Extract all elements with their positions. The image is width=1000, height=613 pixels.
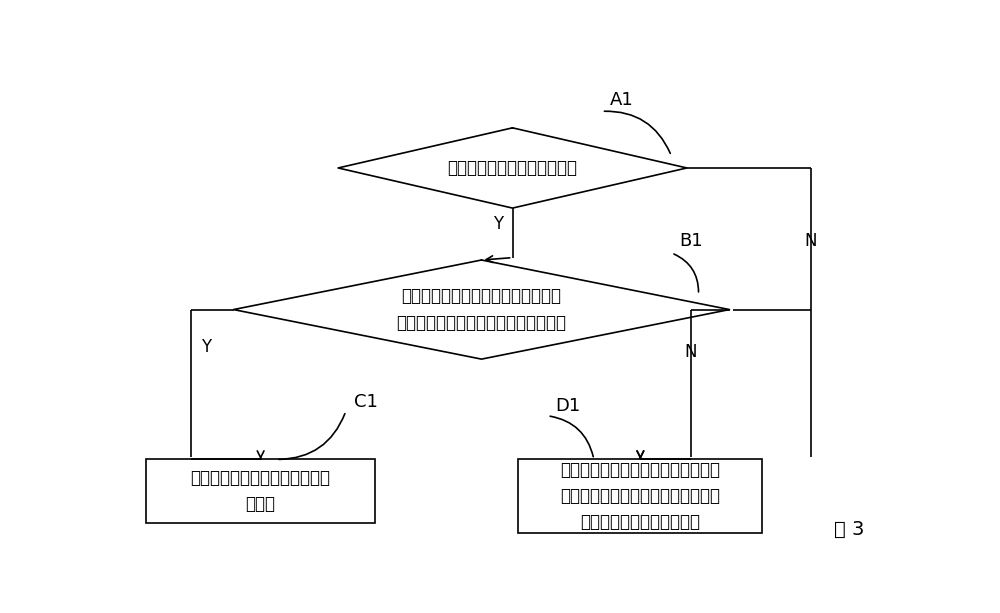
- Text: 图 3: 图 3: [834, 520, 865, 539]
- Text: 根据所解析的业务类型判断所述已经
开启的信道机是否有空闲且可用的信道: 根据所解析的业务类型判断所述已经 开启的信道机是否有空闲且可用的信道: [396, 287, 566, 332]
- Text: D1: D1: [555, 397, 580, 416]
- Text: B1: B1: [679, 232, 703, 250]
- Text: 为所述业务分配处在休眠状态的信道
机的信道，且对所述处在休眠状态的
信道机配置相应的信道类型: 为所述业务分配处在休眠状态的信道 机的信道，且对所述处在休眠状态的 信道机配置相…: [560, 460, 720, 531]
- Bar: [518, 459, 762, 533]
- Bar: [146, 459, 375, 523]
- Text: 判断是否有已经开启的信道机: 判断是否有已经开启的信道机: [448, 159, 578, 177]
- Text: N: N: [805, 232, 817, 250]
- Text: C1: C1: [354, 392, 378, 411]
- Text: A1: A1: [609, 91, 633, 109]
- Text: Y: Y: [201, 338, 211, 356]
- Text: Y: Y: [493, 215, 504, 233]
- Text: N: N: [684, 343, 697, 361]
- Text: 为所述业务分配所述空闲且可用
的信道: 为所述业务分配所述空闲且可用 的信道: [191, 469, 331, 514]
